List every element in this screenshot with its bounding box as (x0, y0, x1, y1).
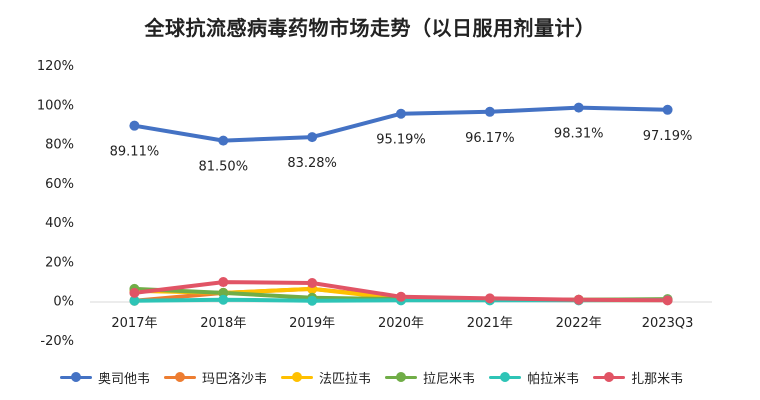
data-point (396, 108, 406, 119)
y-tick-label: 0% (53, 295, 74, 310)
legend-swatch (489, 371, 522, 383)
data-label: 97.19% (643, 129, 693, 144)
legend-swatch (164, 371, 197, 383)
data-point (218, 135, 229, 146)
data-label: 81.50% (198, 160, 248, 175)
data-label: 98.31% (554, 127, 604, 142)
data-label: 95.19% (376, 133, 426, 148)
data-point (129, 287, 140, 298)
y-tick-label: 20% (45, 255, 74, 270)
legend-item: 扎那米韦 (593, 368, 683, 387)
x-tick-label: 2020年 (378, 316, 424, 331)
legend-item: 帕拉米韦 (489, 368, 579, 387)
data-point (484, 293, 495, 304)
legend-label: 玛巴洛沙韦 (202, 371, 268, 387)
legend-label: 帕拉米韦 (527, 371, 580, 387)
data-point (307, 132, 318, 143)
data-label: 83.28% (287, 156, 337, 171)
y-tick-label: 120% (37, 59, 74, 74)
legend-label: 扎那米韦 (631, 371, 684, 387)
legend-item: 玛巴洛沙韦 (164, 368, 267, 387)
data-point (218, 277, 229, 288)
y-tick-label: 80% (45, 138, 74, 153)
data-labels: 89.11% 81.50% 83.28% 95.19% 96.17% 98.31% 97.1… (110, 127, 693, 175)
legend-label: 法匹拉韦 (319, 371, 372, 387)
data-point (218, 287, 229, 298)
data-point (662, 104, 673, 115)
legend-swatch (385, 371, 418, 383)
legend-item: 奥司他韦 (60, 368, 150, 387)
legend-swatch (281, 371, 314, 383)
data-point (573, 102, 584, 113)
data-point (218, 294, 229, 305)
x-tick-label: 2019年 (289, 316, 335, 331)
x-tick-label: 2023Q3 (642, 316, 694, 331)
x-tick-label: 2022年 (556, 316, 602, 331)
x-tick-label: 2018年 (200, 316, 246, 331)
y-tick-label: 60% (45, 177, 74, 192)
legend-label: 奥司他韦 (98, 371, 151, 387)
y-tick-label: -20% (40, 334, 74, 349)
legend-swatch (593, 371, 626, 383)
x-axis-labels: 2017年 2018年 2019年 2020年 2021年 2022年 2023Q3 (111, 316, 693, 331)
data-point (129, 295, 140, 306)
legend-item: 拉尼米韦 (385, 368, 475, 387)
chart-legend: 奥司他韦 玛巴洛沙韦 法匹拉韦 拉尼米韦 帕拉米韦 扎那米韦 (60, 368, 683, 387)
data-point (484, 106, 495, 117)
legend-item: 法匹拉韦 (281, 368, 371, 387)
data-point (573, 294, 584, 305)
data-point (307, 278, 318, 289)
data-label: 96.17% (465, 131, 515, 146)
x-tick-label: 2017年 (111, 316, 157, 331)
y-tick-label: 40% (45, 216, 74, 231)
data-point (129, 120, 140, 131)
data-label: 89.11% (110, 145, 160, 160)
series-markers (129, 102, 673, 306)
data-point (662, 295, 673, 306)
y-tick-label: 100% (37, 98, 74, 113)
legend-swatch (60, 371, 92, 383)
chart-title: 全球抗流感病毒药物市场走势（以日服用剂量计） (144, 16, 596, 40)
x-tick-label: 2021年 (467, 316, 513, 331)
data-point (396, 291, 406, 302)
legend-label: 拉尼米韦 (423, 371, 476, 387)
y-axis-labels: -20% 0% 20% 40% 60% 80% 100% 120% (37, 59, 74, 349)
data-point (307, 295, 318, 306)
